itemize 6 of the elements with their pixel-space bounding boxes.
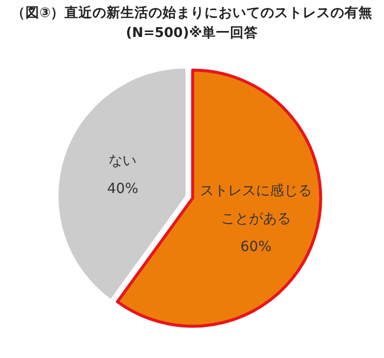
slice-label: ストレスに感じることがある [198,182,313,229]
slice-label: ない [108,152,138,172]
chart-subtitle: (N=500)※単一回答 [124,24,260,42]
chart-title: （図③）直近の新生活の始まりにおいてのストレスの有無 [10,4,374,22]
data-label: 60% [239,238,273,257]
data-label: 40% [106,180,140,200]
